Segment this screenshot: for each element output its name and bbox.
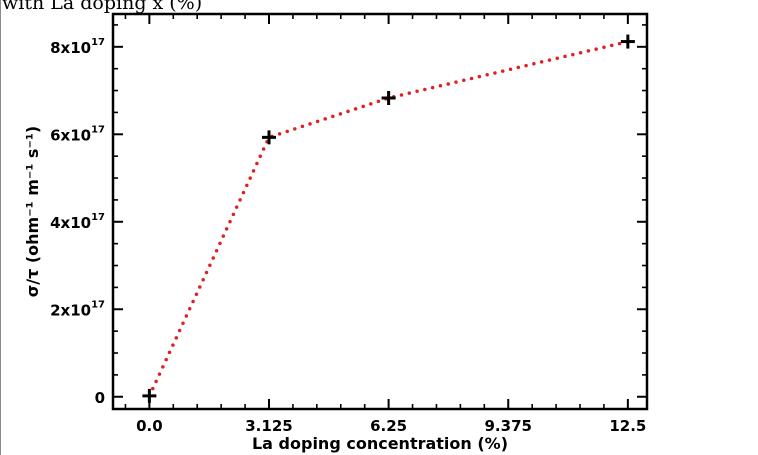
- y-tick-labels: 0 2x1017 4x1017 6x1017 8x1017: [50, 37, 105, 407]
- x-tick-label: 12.5: [609, 417, 646, 435]
- x-tick-label: 3.125: [245, 417, 292, 435]
- x-tick-labels: 0.0 3.125 6.25 9.375 12.5: [136, 417, 646, 435]
- data-point-marker: [261, 130, 276, 145]
- x-axis-label: La doping concentration (%): [252, 434, 508, 453]
- x-tick-label: 0.0: [136, 417, 163, 435]
- y-tick-label: 8x1017: [50, 37, 105, 57]
- plot-frame: [111, 12, 649, 411]
- caption-text: with La doping x (%): [2, 0, 203, 14]
- y-axis-label: σ/τ (ohm⁻¹ m⁻¹ s⁻¹): [23, 126, 42, 297]
- axis-ticks: [113, 14, 647, 409]
- data-point-marker: [620, 34, 635, 49]
- y-tick-label: 2x1017: [50, 299, 105, 319]
- data-point-marker: [381, 90, 396, 105]
- y-tick-label: 6x1017: [50, 124, 105, 144]
- series-line: [147, 39, 630, 398]
- y-tick-label: 4x1017: [50, 212, 105, 232]
- y-tick-label: 0: [95, 389, 105, 407]
- x-tick-label: 9.375: [485, 417, 532, 435]
- data-markers: [142, 34, 635, 403]
- left-border-line: [0, 0, 1, 455]
- x-tick-label: 6.25: [370, 417, 407, 435]
- data-point-marker: [142, 388, 157, 403]
